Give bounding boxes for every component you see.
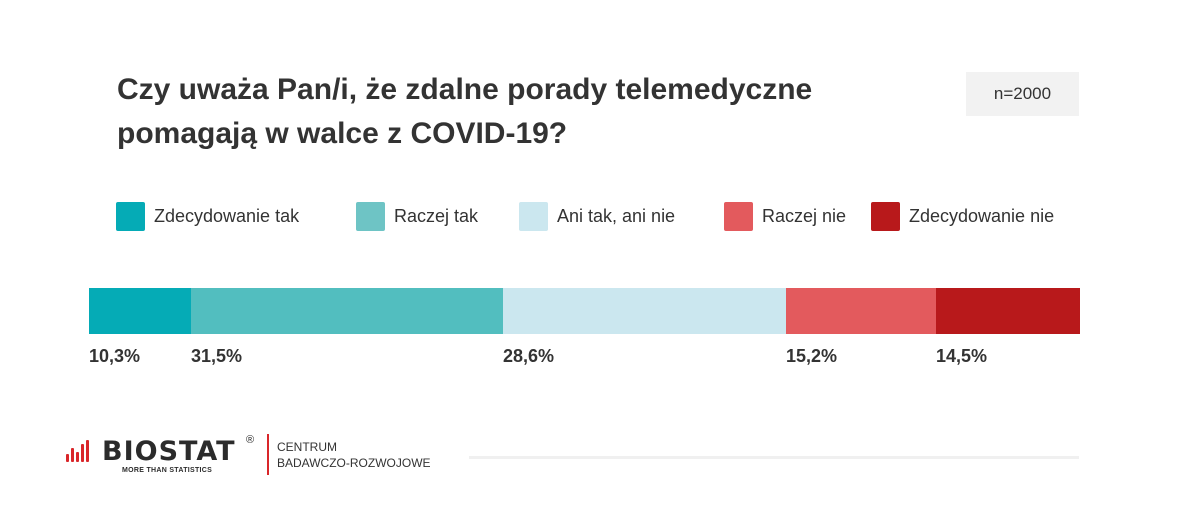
legend-item-raczej-tak: Raczej tak	[356, 201, 478, 231]
legend-swatch	[116, 201, 145, 231]
bar-segment-raczej-tak	[191, 288, 503, 334]
legend-label: Raczej tak	[394, 205, 479, 226]
logo-wordmark: BIOSTAT	[102, 436, 236, 467]
legend-item-zdecydowanie-tak: Zdecydowanie tak	[116, 201, 299, 231]
bar-segment-zdecydowanie-tak	[89, 288, 191, 334]
bar-segment-zdecydowanie-nie	[936, 288, 1080, 334]
legend-label: Ani tak, ani nie	[557, 205, 676, 226]
bar-value-label-raczej-nie: 15,2%	[786, 346, 838, 366]
sample-size-badge: n=2000	[966, 72, 1079, 116]
logo-registered-mark: ®	[246, 434, 255, 446]
legend-swatch	[519, 201, 548, 231]
logo-tagline: MORE THAN STATISTICS	[122, 467, 213, 474]
legend-label: Raczej nie	[762, 205, 847, 226]
legend-swatch	[356, 201, 385, 231]
chart-title: Czy uważa Pan/i, że zdalne porady teleme…	[117, 68, 937, 156]
footer-divider	[469, 456, 1079, 459]
bar-value-label-ani-tak-ani-nie: 28,6%	[503, 346, 555, 366]
bar-segment-ani-tak-ani-nie	[503, 288, 786, 334]
stacked-bar-value-labels: 10,3% 31,5% 28,6% 15,2% 14,5%	[89, 346, 1079, 370]
biostat-logo: BIOSTAT ® MORE THAN STATISTICS CENTRUM B…	[66, 434, 486, 478]
logo-divider	[267, 434, 269, 475]
legend-item-ani-tak-ani-nie: Ani tak, ani nie	[519, 201, 675, 231]
legend-item-raczej-nie: Raczej nie	[724, 201, 846, 231]
stacked-bar	[89, 288, 1080, 334]
bar-value-label-zdecydowanie-nie: 14,5%	[936, 346, 988, 366]
chart-title-line-1: Czy uważa Pan/i, że zdalne porady teleme…	[117, 73, 813, 106]
legend-swatch	[724, 201, 753, 231]
logo-bars-icon	[66, 440, 92, 462]
logo-centre-name: CENTRUM BADAWCZO-ROZWOJOWE	[277, 439, 431, 471]
legend-label: Zdecydowanie tak	[154, 205, 300, 226]
legend-item-zdecydowanie-nie: Zdecydowanie nie	[871, 201, 1054, 231]
logo-centre-line-1: CENTRUM	[277, 440, 337, 454]
legend-label: Zdecydowanie nie	[909, 205, 1055, 226]
bar-value-label-raczej-tak: 31,5%	[191, 346, 243, 366]
bar-segment-raczej-nie	[786, 288, 936, 334]
chart-legend: Zdecydowanie tak Raczej tak Ani tak, ani…	[116, 201, 1076, 231]
legend-swatch	[871, 201, 900, 231]
logo-centre-line-2: BADAWCZO-ROZWOJOWE	[277, 456, 431, 470]
bar-value-label-zdecydowanie-tak: 10,3%	[89, 346, 141, 366]
chart-title-line-2: pomagają w walce z COVID-19?	[117, 117, 568, 150]
